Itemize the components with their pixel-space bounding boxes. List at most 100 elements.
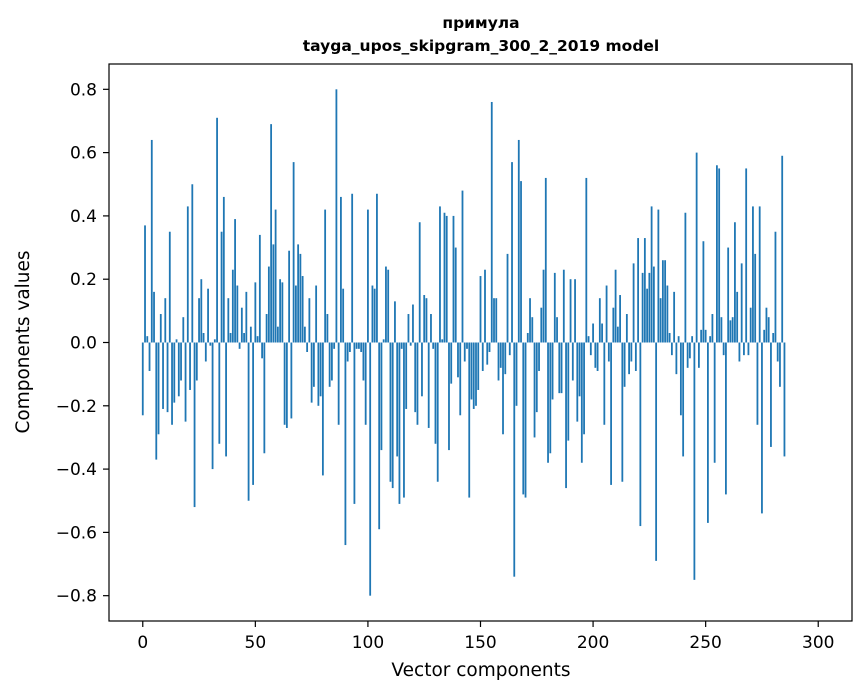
bar — [441, 339, 444, 343]
bar — [468, 342, 471, 498]
bar — [592, 323, 594, 343]
bar — [155, 342, 158, 460]
bar — [659, 298, 662, 343]
bar — [299, 253, 302, 343]
bar — [686, 342, 689, 368]
bar — [585, 177, 588, 343]
bar — [711, 314, 714, 343]
bar — [177, 342, 180, 397]
bar — [272, 244, 275, 343]
bar — [734, 222, 736, 343]
bar — [490, 101, 493, 343]
bar — [502, 342, 504, 435]
bar — [736, 291, 739, 343]
bar — [643, 238, 646, 343]
bar — [385, 266, 387, 343]
bar — [454, 247, 457, 343]
bar — [533, 342, 536, 438]
bar — [306, 342, 309, 352]
bar — [754, 253, 757, 343]
bar — [758, 206, 761, 343]
bar — [184, 342, 187, 422]
bar — [770, 342, 772, 447]
bar — [353, 342, 356, 504]
bar — [290, 342, 293, 419]
bar — [745, 168, 748, 343]
bar — [421, 342, 423, 397]
bar — [484, 269, 486, 343]
bar — [256, 336, 259, 343]
x-axis-label: Vector components — [391, 660, 570, 681]
x-axis-ticks: 0 50 100 150 200 250 300 — [137, 621, 834, 653]
bar — [186, 206, 189, 343]
bar — [265, 314, 268, 343]
bar — [391, 342, 394, 489]
bar — [254, 282, 257, 343]
bar — [337, 342, 340, 425]
bar — [398, 342, 401, 504]
bar — [605, 285, 608, 343]
bar — [679, 342, 682, 416]
bar — [713, 342, 716, 463]
bar — [312, 342, 315, 387]
y-tick-label: 0.4 — [70, 207, 97, 227]
bar — [567, 342, 570, 441]
bar — [506, 253, 509, 343]
bar — [720, 317, 723, 343]
y-tick-label: −0.2 — [56, 397, 97, 417]
bar — [619, 295, 621, 343]
bar — [173, 342, 176, 403]
bar — [497, 342, 500, 381]
bar — [238, 342, 241, 349]
bar — [218, 342, 221, 444]
bar — [222, 196, 225, 343]
bar — [481, 342, 484, 371]
bar — [535, 342, 538, 413]
bar — [331, 342, 333, 381]
bar — [427, 342, 430, 428]
bar — [310, 342, 313, 403]
x-tick-label: 100 — [352, 633, 384, 653]
bar — [355, 342, 358, 349]
x-tick-label: 150 — [464, 633, 496, 653]
y-tick-label: 0.2 — [70, 270, 97, 290]
bar — [443, 212, 446, 343]
bar — [387, 269, 390, 343]
bar — [378, 342, 381, 530]
bar — [267, 266, 270, 343]
bar — [515, 342, 518, 406]
bar — [747, 342, 750, 356]
bar — [529, 298, 531, 343]
bar — [297, 244, 300, 343]
bar — [603, 342, 606, 425]
bar — [630, 342, 633, 362]
bar — [542, 269, 545, 343]
bar — [207, 288, 209, 343]
bar — [574, 279, 576, 343]
bar — [576, 342, 579, 422]
bar — [166, 342, 169, 413]
bars-group — [141, 89, 786, 596]
bar — [625, 314, 628, 343]
bar — [261, 342, 263, 359]
bar — [236, 285, 239, 343]
bar — [499, 342, 502, 368]
x-tick-label: 250 — [689, 633, 721, 653]
y-tick-label: 0.0 — [70, 334, 97, 354]
bar — [405, 342, 408, 409]
bar — [276, 326, 279, 343]
bar — [457, 342, 459, 378]
bar — [612, 307, 615, 343]
bar — [382, 339, 385, 343]
bar — [200, 279, 203, 343]
x-tick-label: 50 — [245, 633, 267, 653]
bar — [718, 168, 721, 343]
bar — [531, 317, 534, 343]
bar — [779, 342, 781, 387]
bar — [380, 342, 383, 451]
bar — [319, 342, 322, 397]
bar — [448, 342, 450, 451]
bar — [252, 342, 254, 485]
bar — [558, 342, 561, 394]
